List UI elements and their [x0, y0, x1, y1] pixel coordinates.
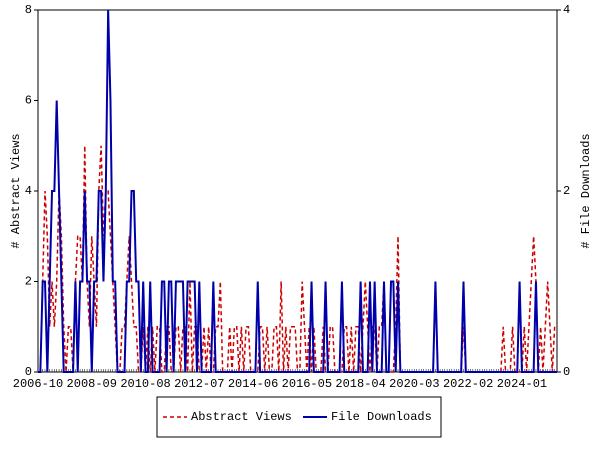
y2-axis-label: # File Downloads — [579, 133, 593, 248]
y-tick-label: 4 — [25, 184, 32, 198]
y-tick-label: 2 — [25, 275, 32, 289]
x-tick-label: 2012-07 — [174, 377, 224, 391]
x-tick-label: 2020-03 — [389, 377, 439, 391]
x-tick-label: 2024-01 — [497, 377, 547, 391]
x-tick-label: 2018-04 — [335, 377, 385, 391]
y2-tick-label: 4 — [563, 3, 570, 17]
y2-tick-label: 0 — [563, 365, 570, 379]
y-tick-label: 6 — [25, 94, 32, 108]
x-tick-label: 2008-09 — [67, 377, 117, 391]
series-line — [38, 9, 557, 373]
y-axis-label: # Abstract Views — [9, 133, 23, 248]
y-tick-label: 0 — [25, 365, 32, 379]
x-tick-label: 2006-10 — [13, 377, 63, 391]
x-tick-label: 2010-08 — [120, 377, 170, 391]
x-tick-label: 2016-05 — [282, 377, 332, 391]
legend-label: File Downloads — [331, 410, 432, 424]
x-tick-label: 2022-02 — [443, 377, 493, 391]
y2-tick-label: 2 — [563, 184, 570, 198]
y-tick-label: 8 — [25, 3, 32, 17]
x-tick-label: 2014-06 — [228, 377, 278, 391]
legend-box — [156, 396, 442, 438]
legend-label: Abstract Views — [191, 410, 292, 424]
